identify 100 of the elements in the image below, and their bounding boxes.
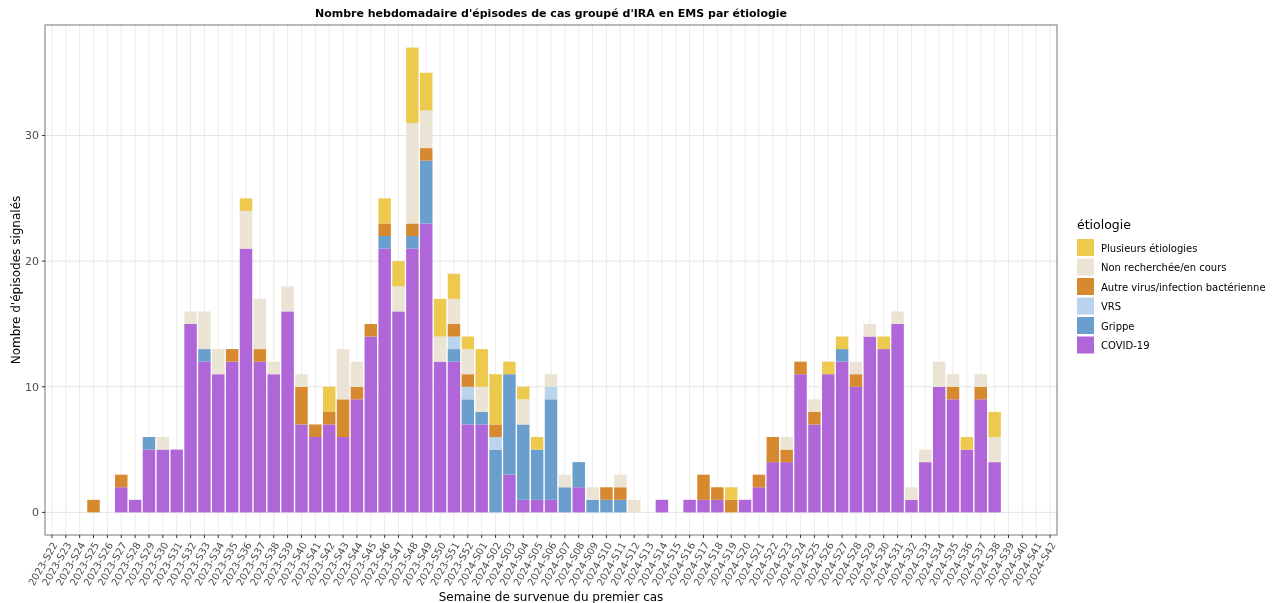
- bar: [586, 487, 599, 500]
- bar: [253, 361, 267, 513]
- bar: [863, 323, 877, 337]
- bar: [322, 411, 336, 425]
- bar: [87, 499, 100, 513]
- bar: [946, 386, 960, 400]
- bar: [447, 336, 461, 350]
- bar: [461, 374, 475, 387]
- legend-label: VRS: [1101, 301, 1122, 312]
- bar: [960, 437, 974, 450]
- bar: [794, 361, 807, 375]
- bar: [447, 349, 461, 362]
- bar: [835, 336, 849, 350]
- bar: [461, 349, 475, 375]
- bar: [461, 336, 475, 350]
- bar: [267, 361, 280, 375]
- bar: [156, 437, 170, 450]
- bar: [115, 487, 128, 513]
- bar: [350, 361, 364, 387]
- y-tick-label: 30: [25, 129, 39, 143]
- bar: [378, 236, 391, 249]
- bar: [988, 411, 1001, 438]
- bar: [544, 386, 558, 400]
- bar: [239, 210, 253, 249]
- bar: [447, 298, 461, 324]
- bar: [932, 361, 946, 387]
- legend-label: COVID-19: [1101, 340, 1150, 351]
- legend-label: Grippe: [1101, 320, 1135, 332]
- bar: [350, 399, 364, 513]
- bar: [406, 236, 419, 249]
- bar: [517, 386, 530, 400]
- bar: [808, 399, 821, 412]
- bar: [558, 487, 572, 513]
- bar: [461, 386, 475, 400]
- bar: [835, 361, 849, 513]
- bar: [212, 349, 225, 375]
- bar: [544, 374, 558, 387]
- bar: [433, 298, 447, 337]
- bar: [780, 437, 793, 450]
- bar: [849, 386, 863, 513]
- bar: [433, 336, 447, 362]
- y-tick-label: 10: [25, 380, 39, 394]
- bar: [558, 474, 572, 488]
- bar: [544, 499, 558, 513]
- bar: [544, 399, 558, 500]
- bar: [627, 499, 641, 513]
- bar: [891, 311, 904, 324]
- bar: [309, 424, 322, 438]
- bar: [447, 361, 461, 513]
- bar: [489, 437, 502, 450]
- bar: [128, 499, 142, 513]
- bar: [336, 349, 350, 400]
- bar: [517, 399, 530, 425]
- bar: [378, 223, 391, 237]
- bar: [946, 399, 960, 513]
- bar: [253, 298, 267, 350]
- bar: [808, 411, 821, 425]
- bar: [142, 437, 156, 450]
- legend-title: étiologie: [1077, 217, 1132, 232]
- bar: [142, 449, 156, 513]
- bar: [849, 361, 863, 375]
- bar: [420, 148, 433, 161]
- bar: [724, 499, 738, 513]
- bar: [974, 386, 987, 400]
- bar: [752, 474, 766, 488]
- bar: [655, 499, 669, 513]
- bar: [406, 223, 419, 237]
- bar: [503, 361, 516, 375]
- bar: [378, 198, 391, 224]
- bar: [239, 198, 253, 211]
- y-tick-label: 0: [32, 506, 39, 520]
- bar: [447, 273, 461, 299]
- bar: [115, 474, 128, 488]
- bar: [253, 349, 267, 362]
- legend-label: Plusieurs étiologies: [1101, 242, 1198, 254]
- bar: [988, 437, 1001, 463]
- bar: [239, 248, 253, 513]
- bar: [919, 449, 932, 463]
- bar: [572, 462, 585, 488]
- bar: [835, 349, 849, 362]
- bar: [295, 386, 308, 425]
- bar: [877, 336, 890, 350]
- bar: [960, 449, 974, 513]
- bar: [530, 437, 544, 450]
- bar: [572, 487, 585, 513]
- chart-title: Nombre hebdomadaire d'épisodes de cas groupé d'IRA en EMS par étiologie: [314, 7, 788, 20]
- legend-label: Autre virus/infection bactérienne: [1101, 281, 1266, 293]
- bar: [614, 474, 627, 488]
- bar: [198, 349, 211, 362]
- bar: [420, 160, 433, 224]
- bar: [752, 487, 766, 513]
- bar: [336, 437, 350, 513]
- bar: [281, 286, 294, 312]
- bar: [738, 499, 752, 513]
- bar: [724, 487, 738, 500]
- bar: [295, 374, 308, 387]
- bar: [225, 349, 239, 362]
- bar: [433, 361, 447, 513]
- bar: [489, 424, 502, 438]
- bar: [822, 361, 835, 375]
